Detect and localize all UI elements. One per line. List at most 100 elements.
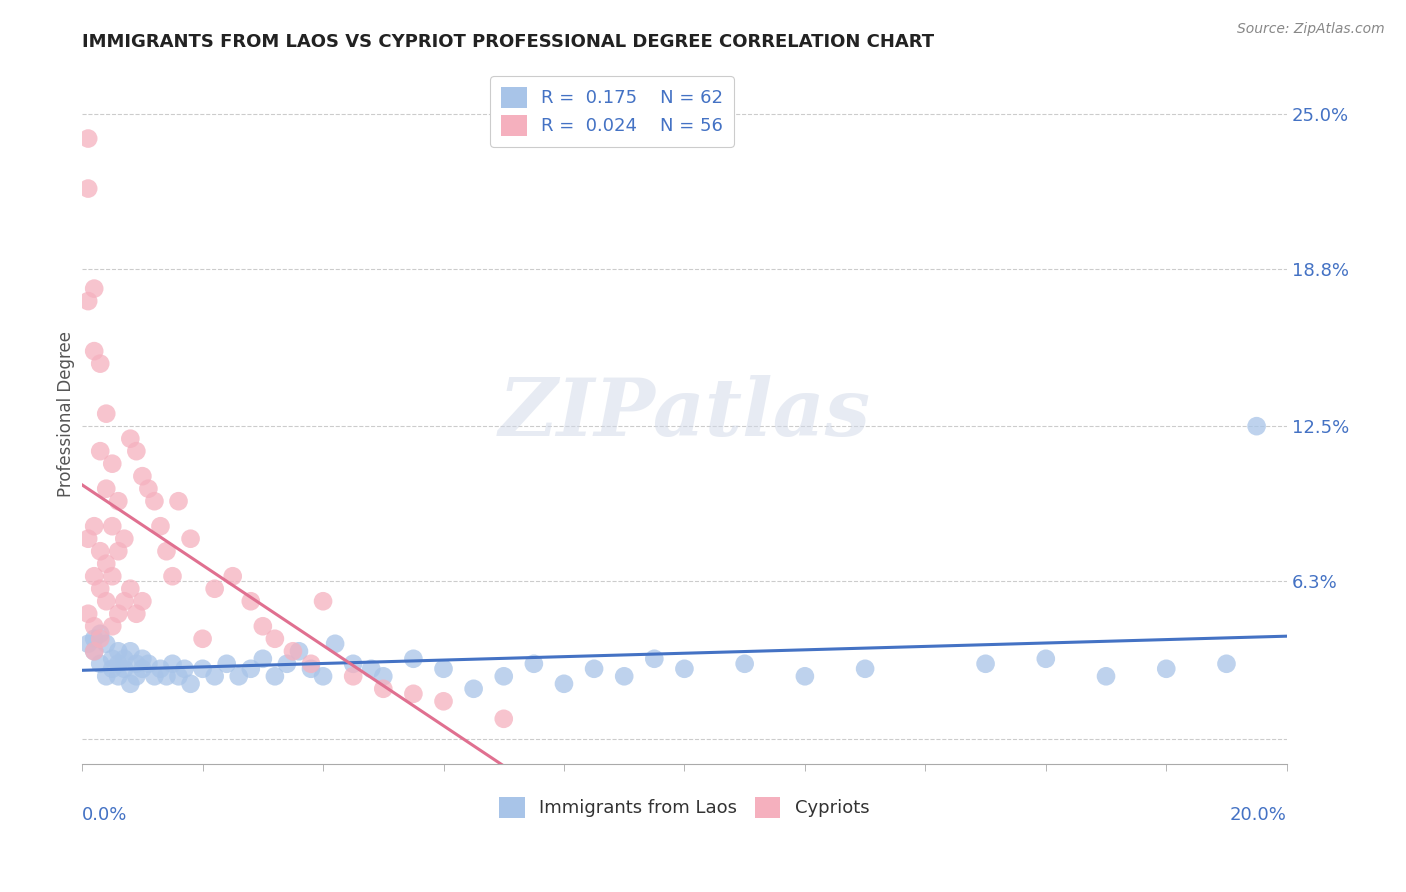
Point (143, 494, 166, 508)
Point (77, 532, 100, 546)
Point (131, 652, 153, 666)
Text: Source: ZipAtlas.com: Source: ZipAtlas.com (1237, 22, 1385, 37)
Point (101, 457, 124, 471)
Point (215, 657, 238, 671)
Point (138, 657, 160, 671)
Point (432, 694, 454, 708)
Point (120, 677, 142, 691)
Point (155, 544, 177, 558)
Point (101, 569, 124, 583)
Point (228, 669, 250, 683)
Point (77, 131, 100, 145)
Point (643, 652, 665, 666)
Point (107, 607, 129, 621)
Point (96, 669, 118, 683)
Point (107, 669, 129, 683)
Point (89, 657, 111, 671)
Point (553, 677, 575, 691)
Point (342, 669, 364, 683)
Point (432, 662, 454, 676)
Point (264, 632, 287, 646)
Point (252, 652, 274, 666)
Point (342, 657, 364, 671)
Point (149, 519, 172, 533)
Y-axis label: Professional Degree: Professional Degree (58, 331, 75, 497)
Point (101, 519, 124, 533)
Point (853, 662, 876, 676)
Point (180, 532, 202, 546)
Point (222, 569, 245, 583)
Point (101, 662, 124, 676)
Point (96, 637, 118, 651)
Point (96, 594, 118, 608)
Point (149, 662, 172, 676)
Point (360, 662, 382, 676)
Point (402, 652, 425, 666)
Point (252, 619, 274, 633)
Point (77, 181, 100, 195)
Point (974, 657, 997, 671)
Point (120, 432, 142, 446)
Point (138, 482, 160, 496)
Point (204, 669, 226, 683)
Point (125, 657, 148, 671)
Point (112, 594, 135, 608)
Text: 0.0%: 0.0% (82, 805, 128, 824)
Point (162, 657, 184, 671)
Point (83, 569, 105, 583)
Point (1035, 652, 1057, 666)
Point (173, 662, 195, 676)
Point (77, 637, 100, 651)
Point (323, 637, 346, 651)
Point (83, 519, 105, 533)
Point (523, 657, 546, 671)
Point (101, 619, 124, 633)
Point (89, 582, 111, 596)
Point (89, 544, 111, 558)
Point (673, 662, 696, 676)
Point (96, 557, 118, 571)
Point (125, 607, 148, 621)
Point (120, 644, 142, 658)
Point (89, 357, 111, 371)
Point (1246, 419, 1268, 434)
Point (312, 594, 335, 608)
Point (96, 482, 118, 496)
Point (96, 407, 118, 421)
Point (125, 444, 148, 458)
Point (191, 662, 214, 676)
Point (1215, 657, 1237, 671)
Text: ZIPatlas: ZIPatlas (498, 375, 870, 452)
Point (131, 662, 153, 676)
Point (373, 681, 395, 696)
Point (112, 652, 135, 666)
Point (1095, 669, 1118, 683)
Point (89, 444, 111, 458)
Point (143, 669, 166, 683)
Point (492, 712, 515, 726)
Point (734, 657, 756, 671)
Point (107, 494, 129, 508)
Point (167, 669, 190, 683)
Point (107, 644, 129, 658)
Point (204, 582, 226, 596)
Point (1154, 662, 1177, 676)
Point (83, 282, 105, 296)
Text: IMMIGRANTS FROM LAOS VS CYPRIOT PROFESSIONAL DEGREE CORRELATION CHART: IMMIGRANTS FROM LAOS VS CYPRIOT PROFESSI… (82, 33, 934, 51)
Point (125, 669, 148, 683)
Point (77, 294, 100, 309)
Text: 20.0%: 20.0% (1230, 805, 1286, 824)
Point (112, 532, 135, 546)
Point (402, 687, 425, 701)
Point (312, 669, 335, 683)
Point (131, 594, 153, 608)
Point (155, 669, 177, 683)
Point (89, 626, 111, 640)
Point (167, 494, 190, 508)
Point (112, 662, 135, 676)
Point (83, 632, 105, 646)
Point (83, 619, 105, 633)
Point (239, 594, 262, 608)
Point (180, 677, 202, 691)
Point (583, 662, 606, 676)
